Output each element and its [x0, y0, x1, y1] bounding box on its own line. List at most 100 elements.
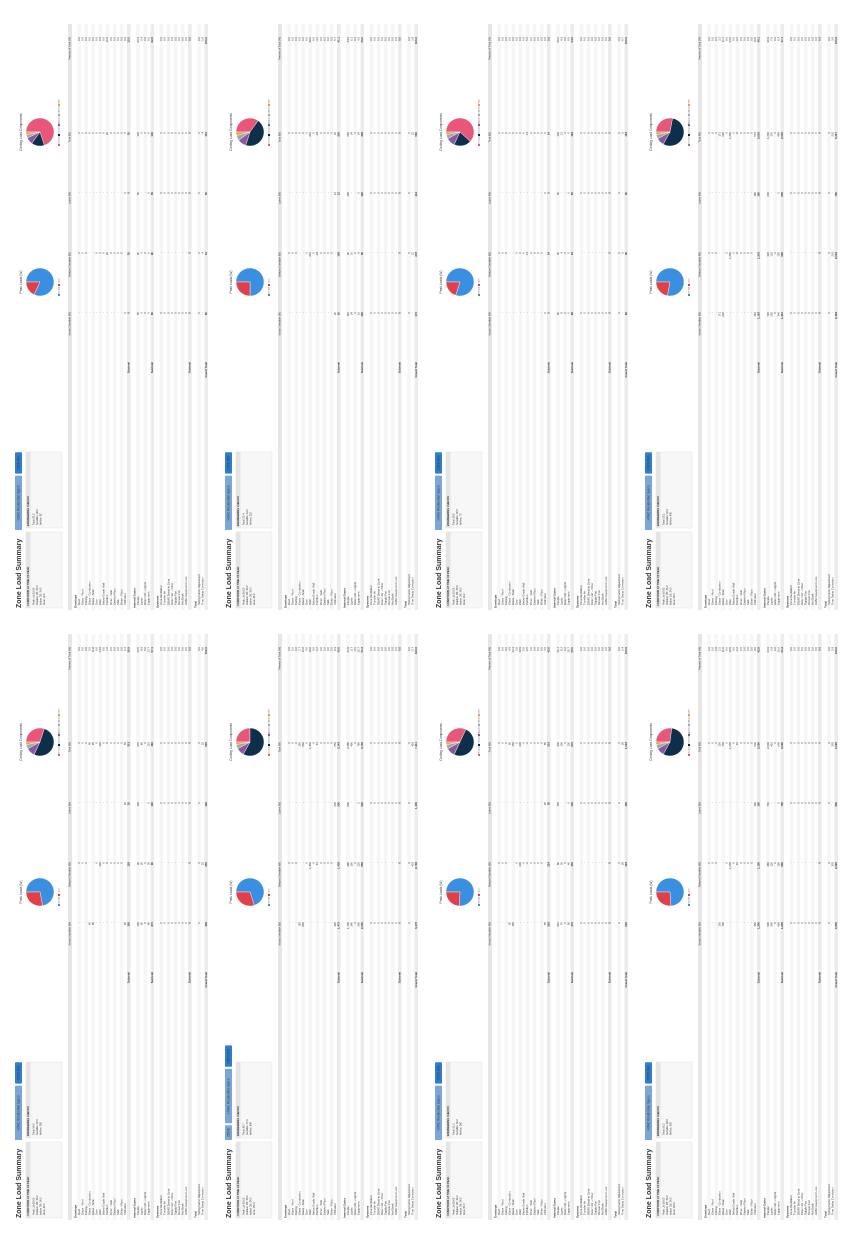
row-stripe [810, 24, 815, 610]
row-stripe [376, 24, 381, 610]
subtotal-row [834, 24, 838, 610]
cell: - [143, 192, 147, 193]
cell: 0 [810, 742, 814, 744]
cell: 680 [780, 862, 784, 867]
cell: 2,605 [757, 132, 761, 139]
row-stripe [617, 24, 621, 610]
cell: 0 [707, 252, 711, 254]
legend-swatch [58, 294, 60, 296]
cell: 0 [91, 132, 95, 134]
cell: - [522, 192, 526, 193]
cell: - [753, 252, 757, 253]
column-header: Instant Sensible (W) [68, 312, 72, 335]
cell: 50 [624, 192, 628, 196]
cell: 11.7 [721, 37, 725, 43]
cell: 0 [604, 922, 608, 924]
cell: 4.3 [356, 37, 360, 41]
cell: 0 [184, 802, 188, 804]
cell: 900 [766, 922, 770, 927]
cell: 0 [604, 742, 608, 744]
legend-label: Other [57, 99, 60, 104]
column-header: Delayed Sensible (W) [68, 252, 72, 277]
info-line: Area: 96.0 [673, 593, 676, 605]
cell: 150 [360, 312, 364, 317]
cell: - [84, 802, 88, 803]
cell: 0 [547, 192, 551, 194]
cell: 0.0 [184, 37, 188, 41]
info-box-header [656, 532, 661, 608]
subtotal-label: Subtotal [757, 362, 761, 373]
cell: - [177, 252, 181, 253]
cell: 0 [563, 922, 567, 924]
row-label: Other - Floor [329, 1199, 333, 1215]
cell: 0.0 [746, 37, 750, 41]
cell: 0.0 [166, 647, 170, 651]
pie-title: Cooling Load Components [649, 113, 653, 151]
report-title: Zone Load Summary [226, 1149, 233, 1218]
cell: 220 [356, 862, 360, 867]
cell: 0 [287, 132, 291, 134]
cell: - [102, 312, 106, 313]
cell: 0 [773, 862, 777, 864]
legend-swatch [268, 144, 270, 146]
row-label: Exterior Floor [532, 1198, 536, 1215]
cell: - [163, 252, 167, 253]
info-line: Sensible: 43.2 [666, 509, 669, 525]
tab [15, 475, 22, 530]
cell: 190 [757, 802, 761, 807]
cell: -12 [315, 862, 319, 866]
cell: - [80, 312, 84, 313]
cell: - [80, 802, 84, 803]
info-line: Area: 48.0 [253, 593, 256, 605]
cell: 34 [349, 132, 353, 136]
info-line: Area: 150.0 [253, 1201, 256, 1215]
subtotal-label: Subtotal [570, 972, 574, 983]
cell: - [803, 252, 807, 253]
cell: - [504, 802, 508, 803]
cell: 0 [146, 312, 150, 314]
row-label: Return Air + Lights [143, 581, 147, 605]
row-stripe [766, 24, 770, 610]
cell: 190 [753, 802, 757, 807]
cell: 130 [566, 742, 570, 747]
cell: 0 [398, 192, 402, 194]
cell: -18 [315, 132, 319, 136]
cell: 0 [188, 192, 192, 194]
subtotal-label: Subtotal [547, 972, 551, 983]
cell: 418 [410, 862, 414, 867]
cell: 0 [80, 742, 84, 744]
cell: 180 [753, 192, 757, 197]
cell: 0 [109, 252, 113, 254]
row-label: Wall [308, 599, 312, 605]
tab [645, 452, 652, 474]
cell: - [749, 312, 753, 313]
row-label: People [556, 596, 560, 605]
cell: 0 [394, 192, 398, 194]
info-line: Airflow: 70 [460, 513, 463, 525]
row-label: HVAC Equipment Loss [394, 576, 398, 605]
section-title: Envelope [493, 1204, 497, 1218]
row-label: Sizing Factor Adjustment [827, 574, 831, 605]
cell: 0 [543, 312, 547, 314]
cell: 0.0 [529, 37, 533, 41]
cell: 0 [376, 922, 380, 924]
cell: 0 [180, 922, 184, 924]
info-line: Total: 52.4 [243, 513, 246, 525]
column-header: Latent (W) [68, 802, 72, 814]
cell: - [322, 802, 326, 803]
cell: 0 [390, 132, 394, 134]
cell: 0 [532, 132, 536, 134]
cell: 10.7 [566, 647, 570, 653]
cell: 2,000 [360, 922, 364, 929]
row-stripe [77, 634, 81, 1220]
subtotal-label: Grand Total [624, 362, 628, 378]
legend-label: Systems [57, 117, 60, 124]
cell: 0.0 [84, 647, 88, 651]
legend-label: Systems [477, 727, 480, 734]
pie-title: Peak Loads (W) [439, 881, 443, 904]
cell: - [102, 802, 106, 803]
cell: - [529, 802, 533, 803]
row-label: Other - Floor [119, 589, 123, 605]
cell: - [163, 862, 167, 863]
